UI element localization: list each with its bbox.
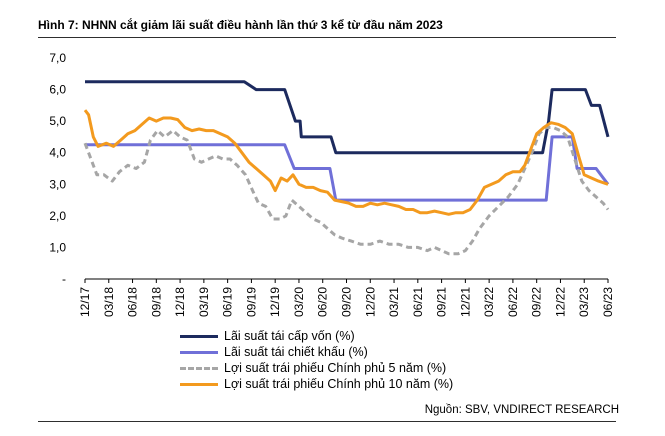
- x-tick-label: 03/20: [292, 287, 306, 317]
- series-line-3: [83, 126, 610, 256]
- legend-item-2: Lãi suất tái chiết khấu (%): [180, 344, 453, 360]
- y-tick-label: -: [62, 272, 66, 286]
- x-tick-label: 03/21: [387, 287, 401, 317]
- x-tick-label: 06/18: [126, 287, 140, 317]
- x-tick-label: 06/19: [221, 287, 235, 317]
- y-tick-label: 1,0: [49, 240, 66, 254]
- series-line-4: [83, 109, 609, 216]
- title-rule: [38, 37, 616, 38]
- series-line-1: [85, 80, 610, 155]
- x-tick-label: 12/22: [553, 287, 567, 317]
- x-tick-label: 09/21: [435, 287, 449, 317]
- x-tick-label: 12/18: [173, 287, 187, 317]
- x-tick-label: 12/20: [363, 287, 377, 317]
- x-tick-label: 03/19: [197, 287, 211, 317]
- x-tick-label: 06/22: [506, 287, 520, 317]
- legend-swatch: [180, 350, 218, 354]
- legend-item-3: Lợi suất trái phiếu Chính phủ 5 năm (%): [180, 360, 453, 376]
- x-tick-label: 03/22: [482, 287, 496, 317]
- x-tick-label: 09/18: [149, 287, 163, 317]
- legend-item-4: Lợi suất trái phiếu Chính phủ 10 năm (%): [180, 376, 453, 392]
- x-tick-label: 06/20: [316, 287, 330, 317]
- x-tick-label: 03/23: [577, 287, 591, 317]
- legend-label: Lãi suất tái chiết khấu (%): [224, 345, 368, 359]
- legend-label: Lợi suất trái phiếu Chính phủ 5 năm (%): [224, 361, 447, 375]
- y-tick-label: 5,0: [49, 114, 66, 128]
- bottom-rule: [38, 421, 616, 422]
- legend-label: Lợi suất trái phiếu Chính phủ 10 năm (%): [224, 377, 454, 391]
- legend-label: Lãi suất tái cấp vốn (%): [224, 329, 355, 343]
- legend-item-1: Lãi suất tái cấp vốn (%): [180, 328, 453, 344]
- y-tick-label: 7,0: [49, 51, 66, 65]
- legend-swatch: [180, 366, 218, 370]
- series-line-2: [85, 135, 610, 202]
- y-tick-label: 2,0: [49, 209, 66, 223]
- x-tick-label: 06/23: [601, 287, 615, 317]
- x-tick-label: 06/21: [411, 287, 425, 317]
- x-tick-label: 12/17: [78, 287, 92, 317]
- line-chart: - 1,0 2,0 3,0 4,0 5,0 6,0 7,0 12/17 03/18 06/18 09/…: [49, 51, 615, 317]
- x-tick-label: 09/19: [244, 287, 258, 317]
- y-tick-label: 4,0: [49, 146, 66, 160]
- chart-legend: Lãi suất tái cấp vốn (%) Lãi suất tái chi…: [180, 328, 453, 392]
- x-tick-label: 09/22: [530, 287, 544, 317]
- chart-title: Hình 7: NHNN cắt giảm lãi suất điều hành…: [38, 18, 443, 32]
- legend-swatch: [180, 382, 218, 386]
- x-tick-label: 12/19: [268, 287, 282, 317]
- legend-swatch: [180, 334, 218, 338]
- y-tick-label: 3,0: [49, 177, 66, 191]
- x-tick-label: 09/20: [340, 287, 354, 317]
- source-note: Nguồn: SBV, VNDIRECT RESEARCH: [424, 404, 619, 416]
- y-tick-label: 6,0: [49, 83, 66, 97]
- x-tick-label: 03/18: [102, 287, 116, 317]
- x-tick-label: 12/21: [458, 287, 472, 317]
